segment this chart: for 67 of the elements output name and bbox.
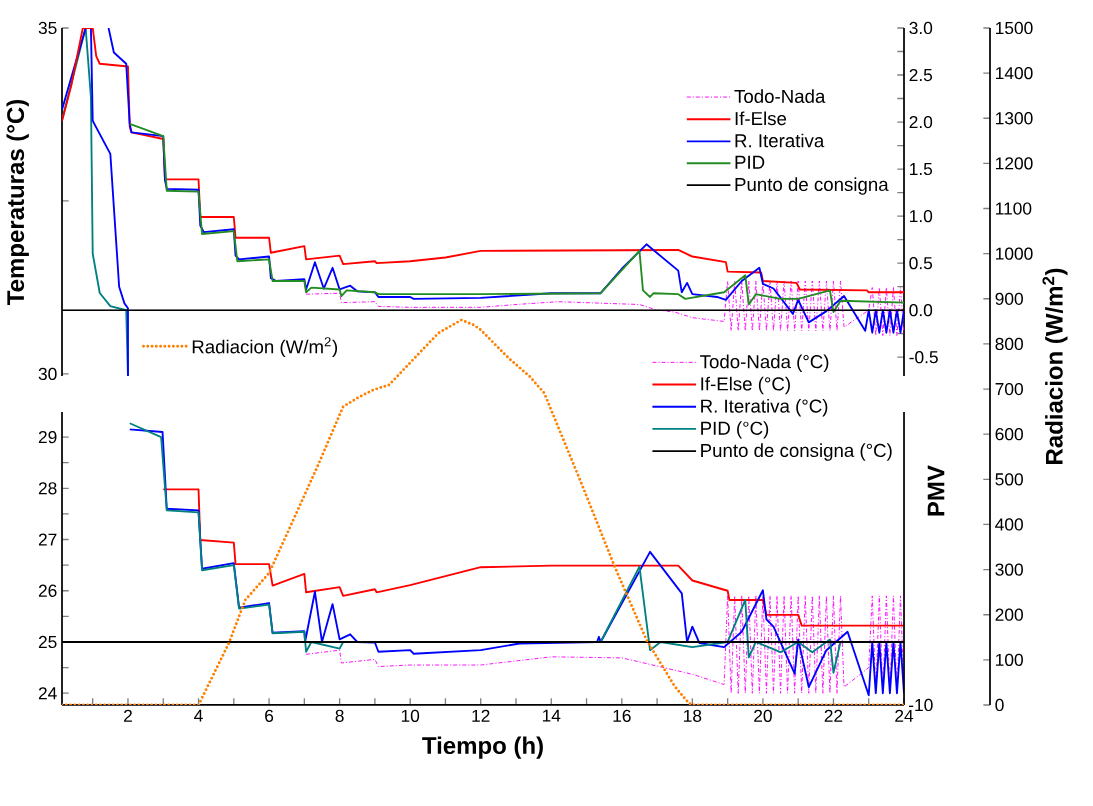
y-tick-label: 1200 bbox=[996, 157, 1033, 170]
x-tick-label: 2 bbox=[124, 709, 132, 722]
y-tick-label: 1500 bbox=[996, 21, 1033, 35]
x-tick-label: 14 bbox=[542, 709, 561, 722]
y-tick-label: 1300 bbox=[996, 112, 1033, 125]
y-tick-label: 700 bbox=[995, 382, 1023, 396]
legend-label: If-Else bbox=[735, 111, 787, 126]
y2-tick-label: 1.5 bbox=[910, 163, 933, 176]
legend-label: R. Iterativa bbox=[735, 133, 825, 148]
y2-tick-label: 0.5 bbox=[909, 256, 933, 270]
line-series bbox=[162, 488, 905, 627]
line-series bbox=[62, 27, 905, 294]
y-axis-title: Radiacion (W/m$^{2}$) bbox=[1042, 268, 1068, 464]
x-tick-label: 4 bbox=[194, 709, 203, 722]
line-series bbox=[62, 27, 129, 376]
x-tick-label: 22 bbox=[824, 709, 843, 722]
y-tick-label: 400 bbox=[995, 518, 1023, 531]
y-tick-label: 0 bbox=[995, 698, 1004, 712]
y-tick-label: 100 bbox=[996, 653, 1023, 666]
y-tick-label: 28 bbox=[38, 482, 57, 495]
y-tick-label: 1100 bbox=[996, 202, 1032, 215]
y-tick-label: 200 bbox=[995, 608, 1023, 621]
legend-label: R. Iterativa (°C) bbox=[701, 398, 828, 417]
y2-tick-label: 2.5 bbox=[909, 68, 933, 82]
y-tick-label: 27 bbox=[38, 533, 57, 546]
y-tick-label: 35 bbox=[38, 21, 57, 35]
x-tick-label: 12 bbox=[472, 709, 490, 722]
x-axis-title: Tiempo (h) bbox=[422, 736, 543, 759]
x-tick-label: 6 bbox=[265, 709, 274, 722]
y-tick-label: 500 bbox=[995, 473, 1023, 486]
y2-tick-label: 1.0 bbox=[910, 209, 933, 223]
x-tick-label: 24 bbox=[895, 709, 914, 722]
text: -10 bbox=[909, 698, 933, 712]
line-series bbox=[62, 318, 905, 705]
y-tick-label: 25 bbox=[38, 635, 57, 649]
y2-tick-label: 2.0 bbox=[909, 115, 933, 129]
legend-label: PID bbox=[735, 155, 765, 169]
y2-tick-label: 3.0 bbox=[909, 21, 933, 35]
y-axis-title: Temperaturas (°C) bbox=[6, 99, 29, 305]
x-tick-label: 20 bbox=[754, 709, 772, 722]
line-series bbox=[107, 27, 905, 334]
y-tick-label: 300 bbox=[995, 563, 1023, 576]
y-tick-label: 1400 bbox=[996, 66, 1033, 80]
y-tick-label: 29 bbox=[38, 430, 57, 444]
x-tick-label: 16 bbox=[613, 709, 631, 722]
y-tick-label: 900 bbox=[995, 292, 1023, 305]
legend-label: PID (°C) bbox=[701, 421, 769, 439]
legend-label: Todo-Nada bbox=[734, 89, 826, 103]
y2-axis-title: PMV bbox=[927, 465, 945, 516]
line-series bbox=[305, 280, 905, 337]
x-tick-label: 10 bbox=[401, 709, 420, 722]
y-tick-label: 26 bbox=[38, 584, 57, 597]
y-tick-label: 30 bbox=[38, 367, 57, 381]
y-tick-label: 24 bbox=[38, 687, 57, 700]
y-tick-label: 1000 bbox=[996, 247, 1033, 260]
legend-label: If-Else (°C) bbox=[701, 376, 790, 395]
line-series bbox=[305, 595, 905, 694]
y-tick-label: 800 bbox=[995, 337, 1023, 351]
legend-label: Punto de consigna bbox=[735, 177, 889, 195]
x-tick-label: 8 bbox=[335, 709, 344, 722]
y-tick-label: 600 bbox=[995, 428, 1023, 441]
y2-tick-label: 0.0 bbox=[909, 304, 933, 317]
x-tick-label: 18 bbox=[684, 709, 702, 722]
legend-label: Radiacion (W/m$^{2}$) bbox=[192, 337, 338, 358]
y2-tick-label: -0.5 bbox=[909, 351, 938, 364]
legend-label: Todo-Nada (°C) bbox=[700, 354, 829, 372]
legend-label: Punto de consigna (°C) bbox=[701, 443, 892, 461]
